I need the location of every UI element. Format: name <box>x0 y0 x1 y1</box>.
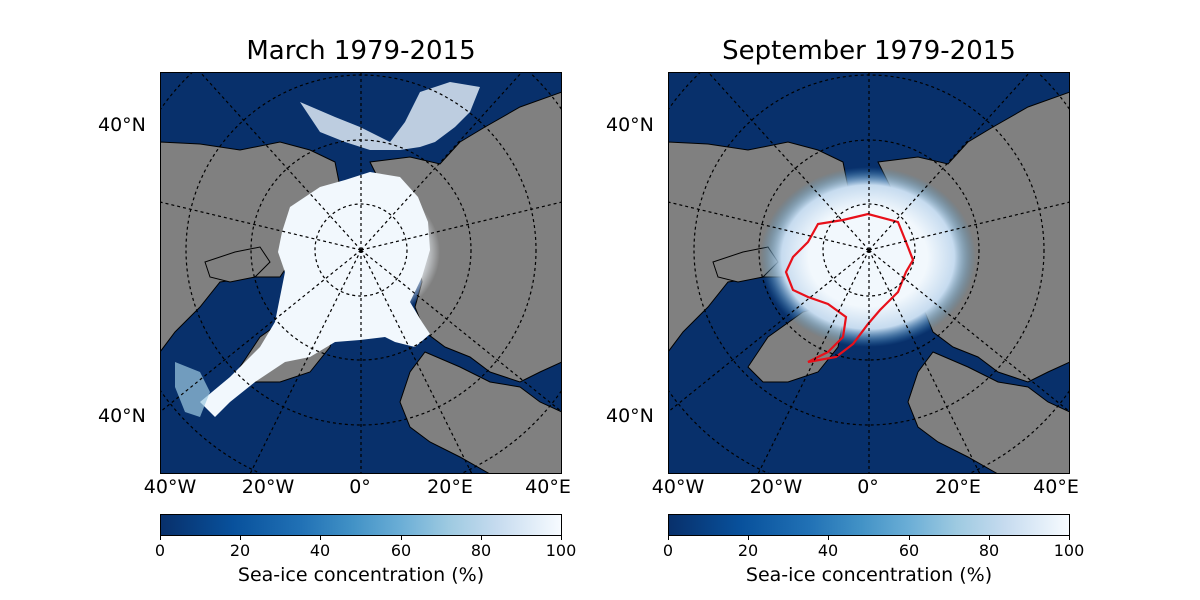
lat-label-top: 40°N <box>606 114 654 136</box>
colorbar-tick-label: 80 <box>470 541 492 560</box>
lon-label: 40°E <box>1033 476 1079 498</box>
colorbar-ticks: 0 20 40 60 80 100 <box>155 536 576 564</box>
land-europe <box>907 351 1070 474</box>
lon-label: 20°E <box>935 476 981 498</box>
map-frame <box>160 72 562 474</box>
lon-label: 40°W <box>143 476 197 498</box>
ice-extent-contour <box>784 212 915 364</box>
ice-edge-atlantic <box>175 362 210 417</box>
lon-label: 0° <box>349 476 371 498</box>
colorbar-tick-label: 100 <box>1053 541 1085 560</box>
colorbar-tick-label: 80 <box>978 541 1000 560</box>
colorbar-label: Sea-ice concentration (%) <box>237 564 485 586</box>
sea-ice-north <box>300 82 480 150</box>
lat-label-top: 40°N <box>98 114 146 136</box>
map-svg <box>160 72 562 474</box>
colorbar-tick-label: 60 <box>898 541 920 560</box>
colorbar-tick-label: 0 <box>154 541 166 560</box>
panel-title: March 1979-2015 <box>246 36 476 66</box>
lon-label: 20°E <box>427 476 473 498</box>
colorbar-tick-label: 60 <box>390 541 412 560</box>
panel-title: September 1979-2015 <box>722 36 1016 66</box>
land-europe <box>399 351 562 474</box>
lon-label: 0° <box>857 476 879 498</box>
longitude-labels: 40°W 20°W 0° 20°E 40°E <box>110 474 630 504</box>
panel-september: September 1979-2015 <box>606 0 1138 600</box>
colorbar <box>160 514 562 536</box>
lon-label: 40°E <box>525 476 571 498</box>
colorbar-tick-label: 20 <box>229 541 251 560</box>
colorbar-tick-label: 0 <box>662 541 674 560</box>
lon-label: 40°W <box>651 476 705 498</box>
polar-map <box>160 72 562 474</box>
longitude-labels: 40°W 20°W 0° 20°E 40°E <box>618 474 1138 504</box>
colorbar-ticks: 0 20 40 60 80 100 <box>663 536 1084 564</box>
lat-label-bottom: 40°N <box>606 405 654 427</box>
colorbar-label: Sea-ice concentration (%) <box>745 564 993 586</box>
map-svg <box>668 72 1070 474</box>
colorbar-tick-label: 40 <box>309 541 331 560</box>
polar-map <box>668 72 1070 474</box>
land-arctic-islands <box>204 246 271 283</box>
colorbar-tick-label: 40 <box>817 541 839 560</box>
lat-label-bottom: 40°N <box>98 405 146 427</box>
graticule <box>160 72 562 474</box>
lon-label: 20°W <box>241 476 295 498</box>
panel-march: March 1979-2015 <box>98 0 630 600</box>
map-frame <box>668 72 1070 474</box>
lon-label: 20°W <box>749 476 803 498</box>
colorbar-tick-label: 100 <box>545 541 577 560</box>
graticule <box>668 72 1070 474</box>
sea-ice <box>760 167 976 347</box>
colorbar <box>668 514 1070 536</box>
colorbar-tick-label: 20 <box>737 541 759 560</box>
